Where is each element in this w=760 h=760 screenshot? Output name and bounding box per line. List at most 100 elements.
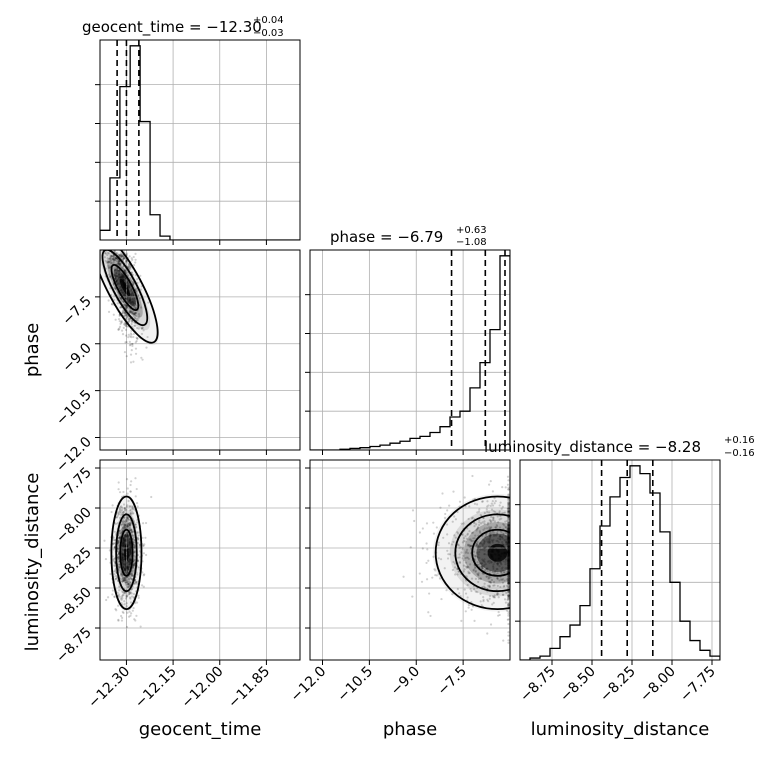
scatter-point xyxy=(130,349,133,352)
scatter-point xyxy=(491,556,494,559)
scatter-point xyxy=(125,538,128,541)
scatter-point xyxy=(123,548,126,551)
scatter-point xyxy=(491,603,494,606)
scatter-point xyxy=(126,517,129,520)
scatter-point xyxy=(488,550,491,553)
scatter-point xyxy=(507,540,510,543)
scatter-point xyxy=(507,527,510,530)
scatter-point xyxy=(133,300,137,303)
scatter-point xyxy=(505,551,508,554)
scatter-point xyxy=(132,530,135,533)
scatter-point xyxy=(132,360,135,363)
contours-geocent_time-luminosity_distance xyxy=(110,495,143,611)
scatter-point xyxy=(476,572,479,575)
scatter-point xyxy=(470,544,473,547)
scatter-point xyxy=(128,581,131,584)
scatter-point xyxy=(492,510,495,513)
scatter-point xyxy=(507,541,510,545)
scatter-point xyxy=(507,534,510,537)
scatter-point xyxy=(474,565,477,569)
scatter-point xyxy=(117,277,120,280)
scatter-point xyxy=(110,261,113,264)
scatter-point xyxy=(134,347,138,350)
scatter-point xyxy=(129,301,132,304)
scatter-point xyxy=(122,293,125,297)
scatter-point xyxy=(121,512,125,515)
scatter-point xyxy=(127,559,130,562)
scatter-point xyxy=(496,552,500,555)
scatter-point xyxy=(106,257,109,260)
scatter-point xyxy=(130,505,133,508)
scatter-point xyxy=(507,550,510,553)
scatter-point xyxy=(507,488,510,491)
scatter-point xyxy=(507,510,510,513)
scatter-point xyxy=(117,488,120,491)
scatter-point xyxy=(122,279,125,282)
scatter-point xyxy=(507,565,510,568)
scatter-point xyxy=(117,273,121,276)
scatter-point xyxy=(504,558,507,561)
scatter-point xyxy=(117,563,120,566)
scatter-point xyxy=(122,545,126,548)
scatter-point xyxy=(125,252,129,255)
scatter-point xyxy=(117,253,121,256)
scatter-point xyxy=(492,546,495,549)
scatter-point xyxy=(496,562,499,565)
scatter-point xyxy=(473,619,476,622)
scatter-point xyxy=(507,545,510,548)
scatter-point xyxy=(505,541,508,544)
scatter-point xyxy=(127,289,130,292)
scatter-point xyxy=(488,597,491,600)
scatter-point xyxy=(457,556,460,559)
scatter-point xyxy=(118,254,121,257)
scatter-point xyxy=(121,275,124,278)
scatter-point xyxy=(127,286,131,289)
scatter-point xyxy=(131,299,134,302)
scatter-point xyxy=(489,521,492,524)
scatter-point xyxy=(116,516,119,519)
scatter-point xyxy=(467,604,471,607)
scatter-point xyxy=(495,547,498,550)
scatter-point xyxy=(488,539,491,542)
scatter-point xyxy=(121,541,124,545)
scatter-point xyxy=(125,602,128,605)
scatter-point xyxy=(125,571,128,574)
scatter-point xyxy=(127,559,131,562)
scatter-point xyxy=(475,543,479,546)
scatter-point xyxy=(507,558,510,561)
density-level xyxy=(119,278,131,297)
scatter-point xyxy=(504,558,507,561)
scatter-point xyxy=(437,541,440,544)
scatter-point xyxy=(118,532,121,535)
scatter-point xyxy=(150,495,153,499)
scatter-point xyxy=(504,525,507,529)
scatter-point xyxy=(507,578,510,581)
scatter-point xyxy=(121,557,124,560)
scatter-point xyxy=(122,545,126,548)
scatter-point xyxy=(507,574,510,577)
scatter-point xyxy=(507,545,510,549)
scatter-point xyxy=(497,596,500,599)
scatter-point xyxy=(120,505,123,508)
scatter-point xyxy=(119,306,122,309)
scatter-point xyxy=(475,527,479,531)
scatter-point xyxy=(507,551,510,554)
scatter-point xyxy=(507,597,510,600)
scatter-point xyxy=(123,303,126,306)
scatter-point xyxy=(117,276,121,279)
scatter-point xyxy=(122,256,125,259)
scatter-point xyxy=(127,333,130,336)
scatter-point xyxy=(139,625,142,628)
scatter-point xyxy=(139,288,143,291)
scatter-point xyxy=(507,523,510,527)
scatter-point xyxy=(476,544,479,547)
scatter-point xyxy=(466,565,469,569)
scatter-point xyxy=(453,566,457,569)
scatter-point xyxy=(114,570,117,573)
scatter-point xyxy=(112,257,115,261)
scatter-point xyxy=(121,278,125,281)
scatter-point xyxy=(117,512,120,515)
scatter-point xyxy=(126,566,129,569)
scatter-point xyxy=(125,569,128,572)
scatter-point xyxy=(115,577,118,580)
